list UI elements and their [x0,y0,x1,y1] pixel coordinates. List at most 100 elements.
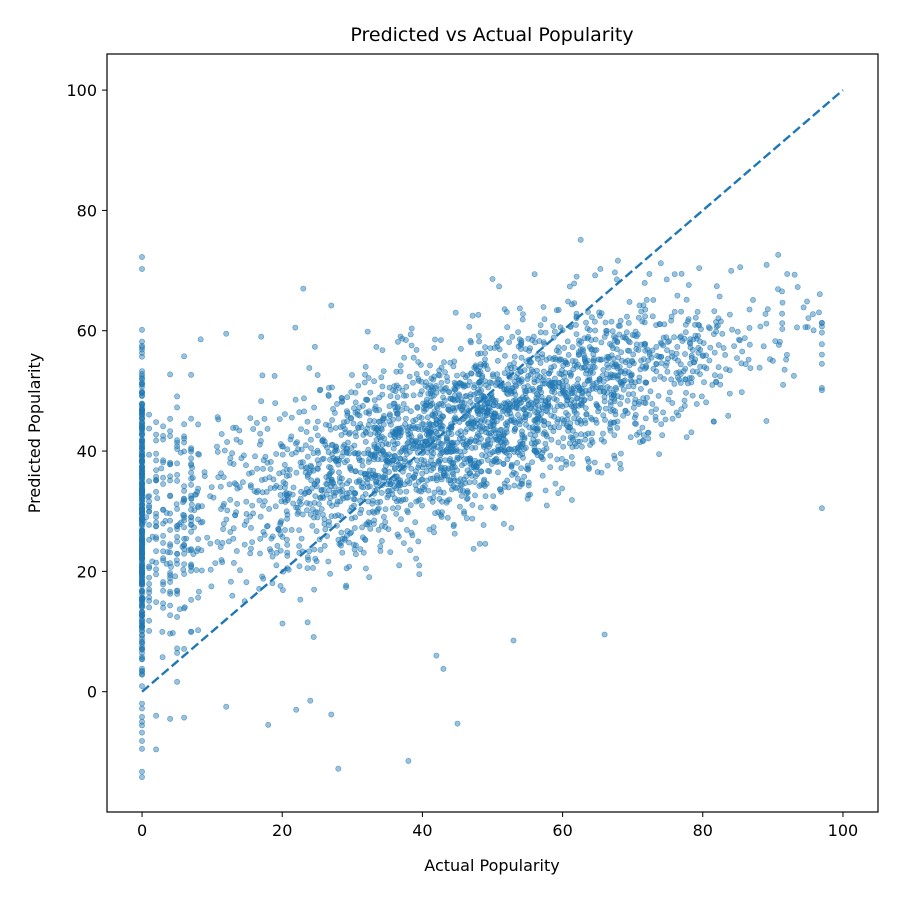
scatter-point [563,393,569,400]
scatter-point [535,414,541,420]
scatter-point [153,510,159,517]
scatter-point [163,560,170,567]
scatter-point [139,705,145,712]
scatter-point [197,336,204,343]
scatter-point [648,408,655,415]
scatter-point [642,313,648,320]
scatter-point [160,459,166,466]
scatter-point [227,578,234,585]
scatter-point [471,479,478,485]
scatter-point [794,324,800,331]
scatter-point [635,314,642,321]
scatter-point [617,460,623,467]
scatter-point [567,372,574,379]
scatter-point [352,490,359,497]
scatter-point [432,336,438,343]
scatter-point [589,430,595,437]
scatter-point [423,379,429,386]
scatter-point [614,276,620,283]
scatter-point [220,520,227,527]
scatter-point [601,333,608,340]
scatter-point [198,547,205,554]
scatter-point [400,540,407,546]
scatter-point [153,488,159,495]
scatter-point [478,435,484,442]
scatter-point [770,357,776,364]
scatter-point [307,462,314,469]
scatter-point [646,271,653,277]
scatter-point [604,384,611,390]
scatter-point [181,550,187,557]
scatter-point [438,379,445,386]
scatter-point [582,417,588,424]
scatter-point [292,396,299,403]
scatter-point [355,382,362,389]
scatter-point [371,473,377,480]
scatter-point [379,391,386,398]
scatter-point [515,343,522,350]
scatter-point [314,418,321,425]
scatter-point [701,379,707,386]
scatter-point [340,495,347,502]
scatter-point [631,332,638,339]
scatter-point [139,548,145,554]
scatter-point [780,381,786,388]
scatter-point [304,453,311,460]
scatter-point [482,540,489,547]
scatter-point [379,383,386,390]
scatter-point [288,433,295,440]
scatter-point [542,487,549,494]
scatter-point [183,535,190,542]
scatter-point [593,347,600,353]
scatter-point [363,471,369,477]
scatter-point [358,424,365,431]
scatter-point [602,319,609,326]
scatter-point [139,368,145,374]
scatter-point [315,465,321,472]
scatter-point [592,327,599,334]
scatter-point [408,465,415,472]
scatter-point [683,296,690,303]
scatter-point [195,450,201,457]
scatter-point [461,456,468,462]
scatter-point [196,451,202,458]
scatter-point [547,464,554,471]
scatter-point [805,315,812,321]
scatter-point [160,474,166,481]
scatter-point [412,482,419,489]
scatter-point [380,368,387,374]
scatter-point [466,323,473,330]
scatter-point [195,421,201,428]
scatter-point [338,475,345,482]
scatter-point [282,480,289,487]
scatter-point [314,447,321,454]
scatter-point [181,483,187,490]
scatter-point [173,501,180,507]
scatter-point [261,415,268,422]
scatter-point [668,313,675,320]
scatter-point [819,320,825,326]
scatter-point [273,451,280,457]
scatter-point [791,372,797,379]
scatter-point [177,449,184,456]
scatter-point [674,343,681,350]
scatter-point [139,768,145,775]
scatter-point [646,349,653,356]
scatter-point [273,482,280,489]
scatter-point [582,405,589,411]
scatter-point [378,538,385,544]
scatter-point [649,400,656,407]
scatter-point [671,334,677,341]
scatter-point [519,316,526,323]
scatter-point [167,715,173,722]
scatter-point [212,560,219,566]
scatter-point [683,389,689,396]
scatter-point [159,654,166,661]
scatter-point [398,516,404,523]
scatter-point [264,425,271,432]
scatter-point [440,402,447,409]
scatter-point [438,514,445,520]
scatter-point [394,410,401,417]
scatter-point [243,579,250,586]
scatter-point [174,471,180,478]
